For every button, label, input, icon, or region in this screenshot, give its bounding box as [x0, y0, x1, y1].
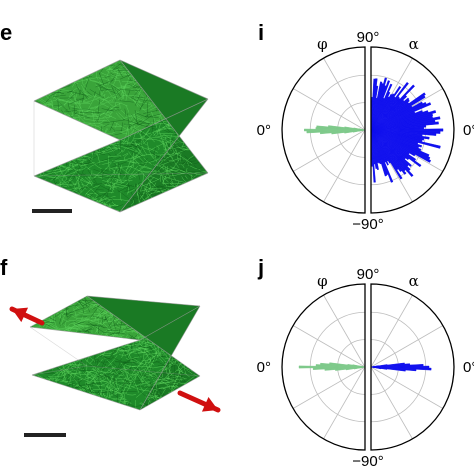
label-phi: φ [317, 272, 328, 290]
label-0-left: 0° [257, 122, 271, 139]
stretch-arrow-left-head [12, 307, 29, 323]
label-alpha: α [409, 272, 419, 290]
cube-edge [119, 98, 209, 141]
panel-letter-i: i [258, 20, 264, 45]
label-minus-90: −90° [352, 453, 383, 470]
grid-spoke-right [370, 325, 444, 368]
label-phi: φ [317, 35, 328, 53]
cube-edge [139, 305, 201, 341]
polar-histogram-j: 90° −90° 0° 0° φ α [257, 266, 474, 470]
histogram-alpha [370, 77, 444, 183]
cube-edge [29, 326, 88, 367]
grid-spoke-left [323, 129, 366, 203]
cube-edge [33, 100, 121, 141]
cube-edge [29, 326, 141, 341]
polar-outline-left [281, 46, 366, 214]
cube-edge [86, 295, 201, 377]
cube-edge [31, 339, 141, 376]
grid-spoke-left [323, 57, 366, 131]
label-alpha: α [409, 35, 419, 53]
grid-spoke-left [323, 366, 366, 440]
grid-spoke-left [292, 129, 366, 172]
polar-outline-right [370, 46, 455, 214]
cube-edge [33, 175, 121, 213]
grid-spoke-right [370, 294, 413, 368]
cube-edge [31, 365, 88, 376]
cube-edge [86, 295, 201, 307]
cube-edge [119, 59, 209, 174]
stretch-arrow-right-head [201, 396, 218, 412]
fiber-network-cube-e [33, 59, 209, 213]
cube-edge [31, 374, 141, 411]
cube-side-face [120, 60, 208, 212]
polar-histogram-i: 90° −90° 0° 0° φ α [257, 29, 474, 233]
label-0-right: 0° [463, 122, 474, 139]
label-minus-90: −90° [352, 216, 383, 233]
polar-outline-left [281, 283, 366, 451]
panel-letter-e: e [0, 20, 12, 45]
polar-outline-right [370, 283, 455, 451]
grid-spoke-right [370, 366, 413, 440]
grid-spoke-left [323, 294, 366, 368]
cube-edge [119, 59, 209, 100]
grid-spoke-left [292, 325, 366, 368]
histogram-phi [304, 125, 366, 135]
label-0-right: 0° [463, 359, 474, 376]
panel-letter-j: j [257, 255, 264, 280]
cube-edge [33, 172, 209, 177]
grid-spoke-left [292, 88, 366, 131]
grid-spoke-left [292, 366, 366, 409]
panel-letter-f: f [0, 255, 8, 280]
cube-edge [139, 375, 201, 411]
label-90: 90° [357, 29, 380, 46]
cube-edge [33, 59, 121, 102]
cube-edge [139, 305, 201, 411]
label-90: 90° [357, 266, 380, 283]
histogram-alpha [370, 362, 432, 372]
cube-edge [33, 139, 121, 177]
histogram-phi [298, 362, 366, 371]
cube-edge [119, 172, 209, 213]
cube-edge [119, 98, 209, 213]
cube-edge [86, 365, 201, 377]
fiber-network-cube-f [9, 295, 221, 413]
label-0-left: 0° [257, 359, 271, 376]
grid-spoke-right [370, 366, 444, 409]
